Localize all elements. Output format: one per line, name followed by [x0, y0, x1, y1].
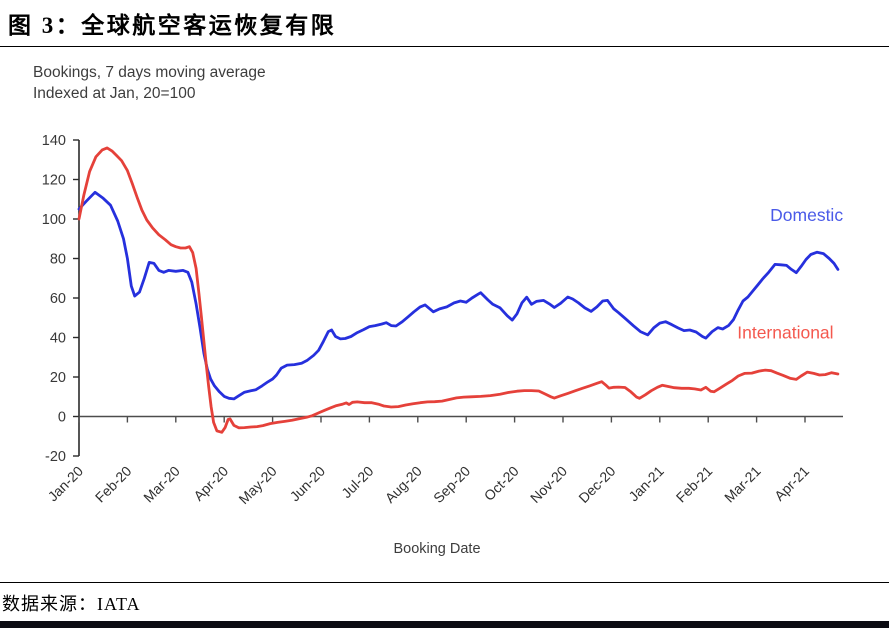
figure-title: 图 3：全球航空客运恢复有限 [8, 13, 337, 38]
y-tick-label: 120 [42, 173, 66, 189]
domestic-line [77, 190, 840, 401]
x-tick-label: Jun-20 [287, 463, 329, 505]
source-divider [0, 582, 889, 583]
y-tick-label: 80 [50, 252, 66, 268]
y-tick-label: 100 [42, 212, 66, 228]
y-tick-label: 20 [50, 370, 66, 386]
chart-subtitle-line-1: Bookings, 7 days moving average [33, 64, 266, 81]
x-tick-label: Jul-20 [338, 463, 376, 501]
legend-label-domestic: Domestic [770, 205, 843, 225]
y-tick-label: -20 [45, 449, 66, 465]
bottom-bar [0, 621, 889, 628]
x-tick-label: Oct-20 [481, 463, 522, 504]
chart-subtitle-line-2: Indexed at Jan, 20=100 [33, 85, 196, 102]
x-tick-label: Nov-20 [527, 463, 570, 506]
x-tick-label: Jan-21 [625, 463, 667, 505]
title-divider [0, 46, 889, 47]
international-line [77, 146, 840, 434]
x-tick-label: Mar-20 [140, 463, 183, 506]
x-tick-label: Jan-20 [45, 463, 87, 505]
y-tick-label: 60 [50, 291, 66, 307]
x-tick-label: Apr-20 [190, 463, 231, 504]
data-source: 数据来源：IATA [2, 594, 141, 614]
x-tick-label: Aug-20 [382, 463, 425, 506]
chart-subtitle: Bookings, 7 days moving average Indexed … [33, 62, 266, 104]
x-tick-label: Dec-20 [575, 463, 618, 506]
y-tick-label: 40 [50, 331, 66, 347]
x-axis-title: Booking Date [393, 541, 480, 557]
y-tick-label: 140 [42, 133, 66, 149]
x-tick-label: May-20 [235, 463, 279, 507]
x-tick-label: Feb-21 [673, 463, 716, 506]
x-tick-label: Mar-21 [721, 463, 764, 506]
y-tick-label: 0 [58, 410, 66, 426]
legend-label-international: International [737, 322, 833, 342]
x-tick-label: Sep-20 [430, 463, 473, 506]
x-tick-label: Apr-21 [771, 463, 812, 504]
x-tick-label: Feb-20 [92, 463, 135, 506]
